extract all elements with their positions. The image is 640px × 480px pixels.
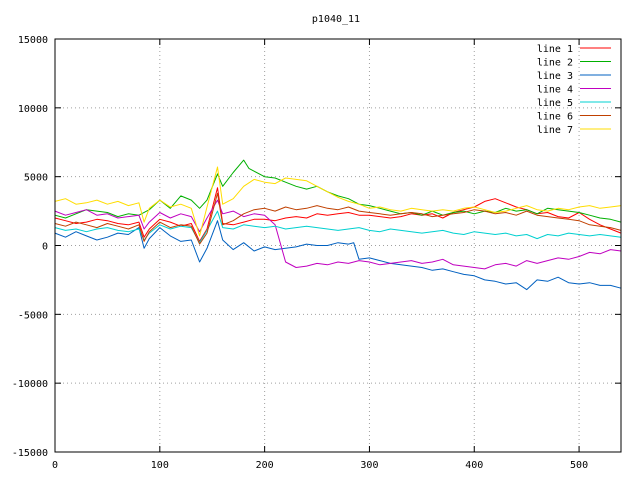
- y-tick-label: -5000: [18, 310, 48, 321]
- series-line-2: [54, 159, 622, 223]
- series-line-6: [54, 192, 622, 245]
- series-lines: [54, 159, 622, 291]
- axis-ticks: 0 100 200 300 400 500 15000 10000 5000 0 -5000 -100…: [12, 35, 621, 471]
- x-tick-label: 200: [256, 460, 274, 471]
- legend-label: line 3: [537, 71, 573, 82]
- y-tick-label: 10000: [18, 104, 48, 115]
- legend-label: line 4: [537, 85, 573, 96]
- y-tick-label: 15000: [18, 35, 48, 46]
- legend-label: line 7: [537, 125, 573, 136]
- y-tick-label: -10000: [12, 379, 48, 390]
- y-tick-label: 0: [42, 242, 48, 253]
- legend-label: line 6: [537, 112, 573, 123]
- legend: line 1 line 2 line 3 line 4 line 5 line 6 line…: [537, 44, 611, 136]
- x-tick-label: 400: [465, 460, 483, 471]
- series-line-4: [54, 199, 622, 270]
- legend-label: line 2: [537, 58, 573, 69]
- x-tick-label: 100: [151, 460, 169, 471]
- legend-label: line 5: [537, 98, 573, 109]
- y-tick-label: -15000: [12, 448, 48, 459]
- chart-title: p1040_11: [312, 14, 360, 25]
- legend-label: line 1: [537, 44, 573, 55]
- series-line-7: [54, 166, 622, 237]
- x-tick-label: 500: [570, 460, 588, 471]
- series-line-1: [54, 187, 622, 242]
- y-tick-label: 5000: [24, 173, 48, 184]
- grid: [55, 39, 621, 452]
- x-tick-label: 300: [360, 460, 378, 471]
- series-line-3: [54, 220, 622, 291]
- x-tick-label: 0: [52, 460, 58, 471]
